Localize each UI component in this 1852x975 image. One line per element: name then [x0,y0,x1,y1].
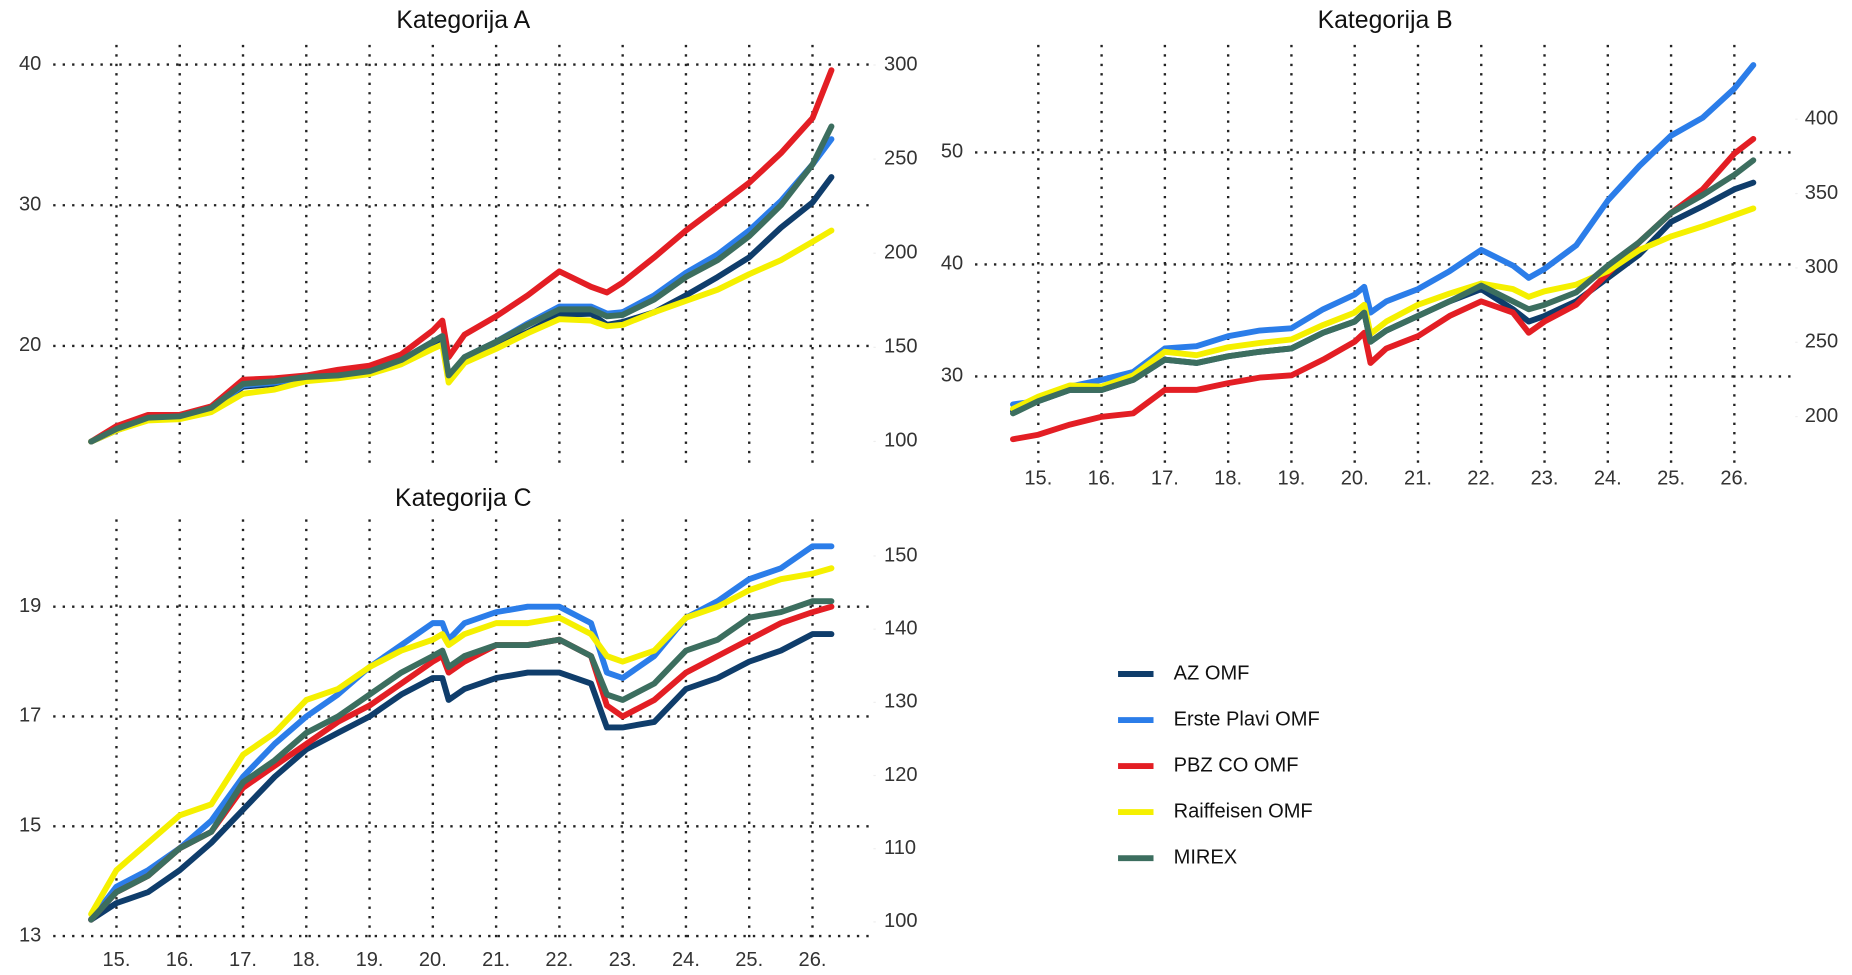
y2-tick-label: 250 [1805,331,1839,353]
y-tick-label: 20 [19,334,41,356]
x-tick-label: 15. [1024,468,1052,490]
series-line [88,565,835,918]
y2-tick-label: 200 [1805,405,1839,427]
series-line [88,603,835,923]
y2-tick-label: 300 [884,53,918,75]
y-tick-label: 30 [941,365,963,387]
x-tick-label: 22. [1467,468,1495,490]
x-tick-label: 21. [482,949,510,971]
x-tick-label: 23. [609,949,637,971]
y2-tick-label: 150 [884,544,918,566]
y-tick-label: 17 [19,705,41,727]
y-tick-label: 15 [19,815,41,837]
y2-tick-label: 140 [884,617,918,639]
x-tick-label: 17. [1151,468,1179,490]
series-line [88,598,835,923]
x-tick-label: 15. [103,949,131,971]
x-tick-label: 19. [1277,468,1305,490]
x-tick-label: 26. [799,949,827,971]
y2-tick-label: 200 [884,242,918,264]
x-tick-label: 23. [1531,468,1559,490]
x-tick-label: 25. [1657,468,1685,490]
x-tick-label: 18. [292,949,320,971]
x-tick-label: 17. [229,949,257,971]
series-line [1010,205,1757,412]
y2-tick-label: 150 [884,336,918,358]
y2-tick-label: 100 [884,430,918,452]
x-tick-label: 24. [1594,468,1622,490]
y-tick-label: 30 [19,194,41,216]
series-line [88,227,835,445]
y-tick-label: 13 [19,924,41,946]
x-tick-label: 19. [356,949,384,971]
y-tick-label: 50 [941,141,963,163]
series-line [88,631,835,923]
y2-tick-label: 250 [884,147,918,169]
x-tick-label: 24. [672,949,700,971]
chart-title: Kategorija C [395,485,532,512]
y2-tick-label: 300 [1805,256,1839,278]
legend-label: MIREX [1174,846,1238,868]
series-line [88,174,835,445]
x-tick-label: 16. [166,949,194,971]
legend-label: Erste Plavi OMF [1174,708,1320,730]
y-tick-label: 19 [19,595,41,617]
y2-tick-label: 100 [884,910,918,932]
y-tick-label: 40 [19,53,41,75]
y2-tick-label: 400 [1805,108,1839,130]
legend-label: AZ OMF [1174,662,1250,684]
legend-label: PBZ CO OMF [1174,754,1299,776]
x-tick-label: 16. [1088,468,1116,490]
x-tick-label: 18. [1214,468,1242,490]
x-tick-label: 26. [1720,468,1748,490]
y2-tick-label: 120 [884,764,918,786]
legend-label: Raiffeisen OMF [1174,800,1313,822]
chart-title: Kategorija B [1318,7,1453,34]
series-line [88,123,835,445]
series-line [1010,135,1757,443]
y2-tick-label: 130 [884,691,918,713]
x-tick-label: 20. [1341,468,1369,490]
x-tick-label: 22. [545,949,573,971]
y-tick-label: 40 [941,253,963,275]
x-tick-label: 20. [419,949,447,971]
y2-tick-label: 350 [1805,182,1839,204]
x-tick-label: 25. [735,949,763,971]
y2-tick-label: 110 [884,837,916,859]
x-tick-label: 21. [1404,468,1432,490]
chart-title: Kategorija A [396,7,530,34]
series-line [1010,157,1757,417]
